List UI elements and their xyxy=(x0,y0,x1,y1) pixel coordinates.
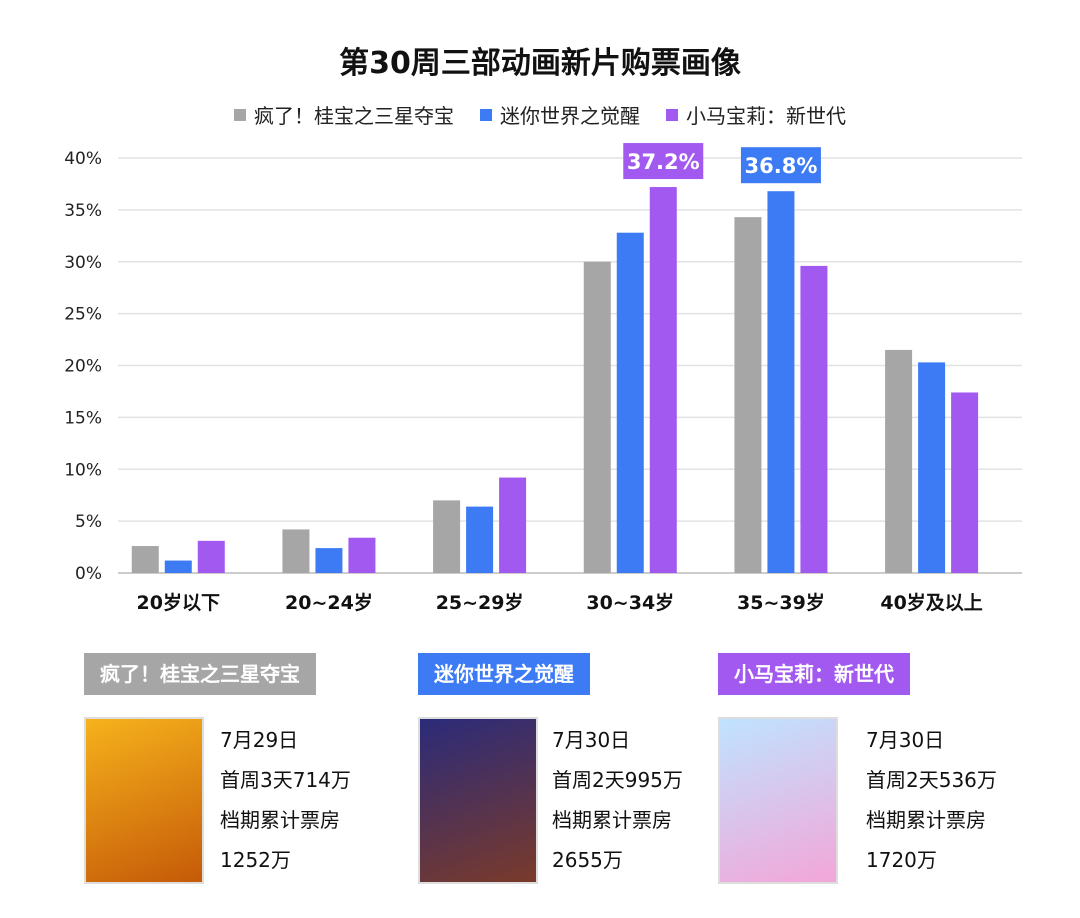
bar xyxy=(583,261,611,573)
film-poster-image xyxy=(418,717,538,884)
bar xyxy=(918,362,946,573)
x-tick-label: 25~29岁 xyxy=(436,591,524,614)
bar xyxy=(800,265,828,573)
bar xyxy=(616,232,644,573)
first-week-box-office: 首周3天714万 xyxy=(220,768,351,792)
bar xyxy=(348,537,376,573)
film-poster-image xyxy=(84,717,204,884)
chart-title: 第30周三部动画新片购票画像 xyxy=(339,46,741,81)
bar xyxy=(734,217,762,573)
y-tick-label: 20% xyxy=(64,357,102,377)
bar xyxy=(649,187,677,574)
x-tick-label: 20岁以下 xyxy=(137,591,220,614)
y-tick-label: 15% xyxy=(64,408,102,428)
y-tick-label: 25% xyxy=(64,305,102,325)
film-title-label: 小马宝莉：新世代 xyxy=(718,653,910,695)
y-tick-label: 10% xyxy=(64,460,102,480)
bar xyxy=(951,392,979,573)
film-info: 7月29日 首周3天714万 档期累计票房 1252万 xyxy=(220,720,351,880)
release-date: 7月30日 xyxy=(866,728,945,752)
bar xyxy=(466,506,494,573)
y-tick-label: 35% xyxy=(64,201,102,221)
cumulative-box-office: 1252万 xyxy=(220,848,291,872)
legend: 疯了！桂宝之三星夺宝 迷你世界之觉醒 小马宝莉：新世代 xyxy=(0,100,1080,129)
bar xyxy=(164,560,192,573)
release-date: 7月29日 xyxy=(220,728,299,752)
data-label: 36.8% xyxy=(745,154,818,178)
first-week-box-office: 首周2天995万 xyxy=(552,768,683,792)
legend-item: 小马宝莉：新世代 xyxy=(666,100,846,129)
bar xyxy=(499,477,527,573)
legend-label: 迷你世界之觉醒 xyxy=(500,104,640,128)
x-tick-label: 20~24岁 xyxy=(285,591,373,614)
y-tick-label: 5% xyxy=(75,512,102,532)
legend-label: 疯了！桂宝之三星夺宝 xyxy=(254,104,454,128)
cumulative-label: 档期累计票房 xyxy=(220,808,340,832)
y-tick-label: 0% xyxy=(75,564,102,584)
bar xyxy=(885,349,913,573)
cumulative-label: 档期累计票房 xyxy=(866,808,986,832)
release-date: 7月30日 xyxy=(552,728,631,752)
film-title-label: 疯了！桂宝之三星夺宝 xyxy=(84,653,316,695)
x-tick-label: 35~39岁 xyxy=(737,591,825,614)
legend-item: 疯了！桂宝之三星夺宝 xyxy=(234,100,454,129)
film-title-label: 迷你世界之觉醒 xyxy=(418,653,590,695)
bar xyxy=(282,529,310,573)
bar xyxy=(197,540,225,573)
bar xyxy=(315,548,343,573)
bar xyxy=(433,500,461,573)
legend-item: 迷你世界之觉醒 xyxy=(480,100,640,129)
y-tick-label: 40% xyxy=(64,149,102,169)
data-label-box xyxy=(623,143,704,180)
film-poster-image xyxy=(718,717,838,884)
first-week-box-office: 首周2天536万 xyxy=(866,768,997,792)
bar-chart: 0% 5% 10% 15% 20% 25% 30% 35% 40% 20岁以下 20~24岁 25~2… xyxy=(64,143,1022,614)
x-tick-label: 30~34岁 xyxy=(586,591,674,614)
y-tick-label: 30% xyxy=(64,253,102,273)
cumulative-box-office: 1720万 xyxy=(866,848,937,872)
cumulative-label: 档期累计票房 xyxy=(552,808,672,832)
x-tick-label: 40岁及以上 xyxy=(880,591,982,614)
bar xyxy=(131,546,159,573)
cumulative-box-office: 2655万 xyxy=(552,848,623,872)
bar xyxy=(767,191,795,573)
film-info: 7月30日 首周2天536万 档期累计票房 1720万 xyxy=(866,720,997,880)
data-label-box xyxy=(740,147,821,184)
legend-label: 小马宝莉：新世代 xyxy=(686,104,846,128)
data-label: 37.2% xyxy=(627,150,700,174)
film-info: 7月30日 首周2天995万 档期累计票房 2655万 xyxy=(552,720,683,880)
